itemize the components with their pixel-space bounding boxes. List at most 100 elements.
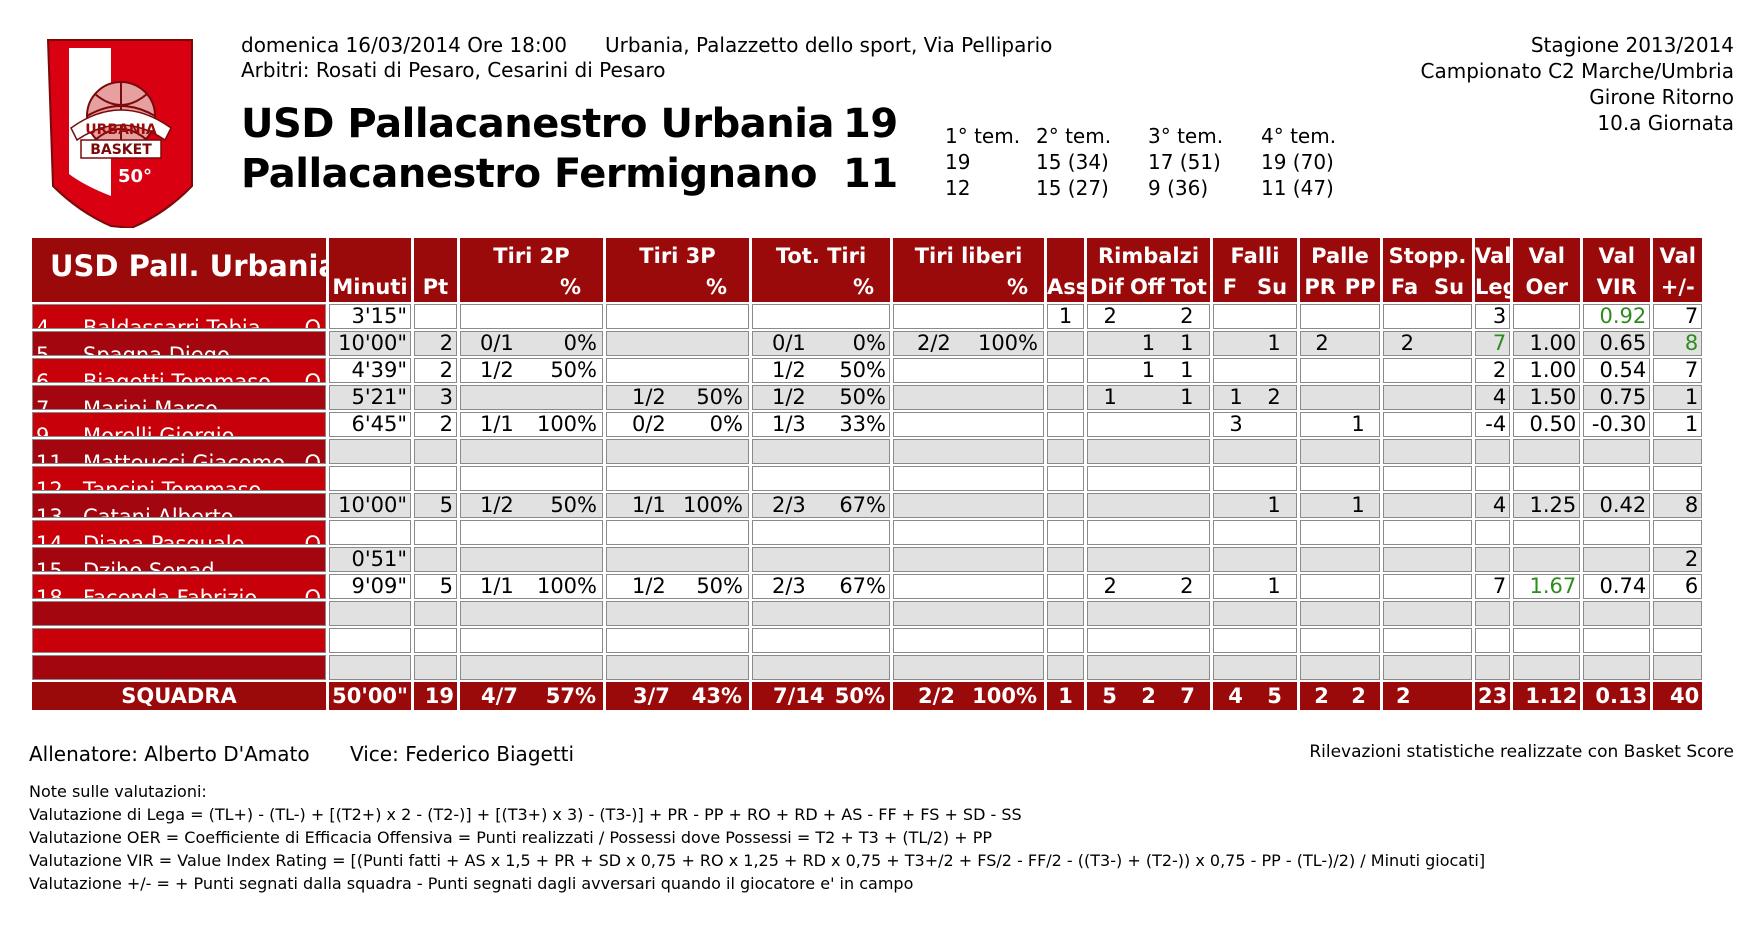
player-row: 18 Facenda Fabrizio Q 9'09" 5 1/1 100% 1/2 50% 2/…	[32, 574, 1703, 599]
player-cell: 7 Marini Marco	[32, 385, 326, 410]
player-q-flag: Q	[304, 315, 321, 329]
logo-text-top: URBANIA	[85, 122, 157, 138]
player-pm	[1653, 466, 1703, 491]
totals-oer: 1.12	[1513, 682, 1581, 710]
player-stopp	[1383, 520, 1472, 545]
player-name: Spagna Diego	[83, 342, 230, 356]
player-tt	[752, 439, 890, 464]
player-ass	[1047, 358, 1084, 383]
player-pt: 5	[414, 574, 457, 599]
player-t2: 1/1 100%	[460, 574, 603, 599]
player-vir: 0.65	[1583, 331, 1651, 356]
player-tl	[893, 520, 1044, 545]
player-leg: 4	[1475, 493, 1511, 518]
box-score-table: USD Pall. Urbania Minuti Pt Tiri 2P% Tir…	[29, 236, 1705, 712]
player-ass	[1047, 466, 1084, 491]
player-vir	[1583, 628, 1651, 653]
header-val-leg: Val Leg	[1475, 238, 1511, 302]
player-min	[329, 520, 411, 545]
player-number: 11	[36, 450, 63, 464]
totals-t2: 4/7 57%	[460, 682, 603, 710]
player-leg	[1475, 466, 1511, 491]
player-tl	[893, 547, 1044, 572]
player-row	[32, 628, 1703, 653]
player-tl	[893, 304, 1044, 329]
player-pm: 8	[1653, 493, 1703, 518]
player-t3	[606, 601, 749, 626]
quarter-home-4: 19 (70)	[1261, 150, 1334, 174]
away-team-score: 11	[843, 151, 898, 197]
player-q-flag: Q	[304, 531, 321, 545]
player-oer	[1513, 547, 1581, 572]
player-name: Biagetti Tommaso	[83, 369, 272, 383]
player-name: Tancini Tommaso	[83, 477, 262, 491]
player-pm: 2	[1653, 547, 1703, 572]
player-pm: 8	[1653, 331, 1703, 356]
player-vir	[1583, 547, 1651, 572]
quarter-label-1: 1° tem.	[945, 124, 1021, 148]
player-name: Diana Pasquale	[83, 531, 245, 545]
player-pt: 5	[414, 493, 457, 518]
player-stopp	[1383, 412, 1472, 437]
player-vir: 0.74	[1583, 574, 1651, 599]
player-leg	[1475, 439, 1511, 464]
player-cell: 9 Morelli Giorgio	[32, 412, 326, 437]
player-min	[329, 655, 411, 680]
player-row: 15 Dziho Senad 0'51" 2	[32, 547, 1703, 572]
player-t2	[460, 304, 603, 329]
player-falli	[1213, 304, 1297, 329]
player-leg	[1475, 628, 1511, 653]
player-tt: 0/1 0%	[752, 331, 890, 356]
player-number: 13	[36, 504, 63, 518]
header-rimbalzi: Rimbalzi Dif Off Tot	[1087, 238, 1210, 302]
player-cell	[32, 655, 326, 680]
player-falli: 1	[1213, 331, 1297, 356]
quarter-label-4: 4° tem.	[1261, 124, 1337, 148]
player-tt	[752, 520, 890, 545]
player-tl	[893, 358, 1044, 383]
totals-vir: 0.13	[1583, 682, 1651, 710]
player-stopp	[1383, 601, 1472, 626]
player-min	[329, 628, 411, 653]
player-cell	[32, 628, 326, 653]
player-pm: 7	[1653, 358, 1703, 383]
player-leg	[1475, 520, 1511, 545]
player-oer	[1513, 439, 1581, 464]
player-ass	[1047, 655, 1084, 680]
player-pm	[1653, 601, 1703, 626]
player-oer	[1513, 601, 1581, 626]
player-t3	[606, 466, 749, 491]
player-stopp: 2	[1383, 331, 1472, 356]
player-tl	[893, 601, 1044, 626]
player-vir: 0.54	[1583, 358, 1651, 383]
player-number: 9	[36, 423, 50, 437]
player-name: Marini Marco	[83, 396, 218, 410]
player-tl	[893, 466, 1044, 491]
header-pt: Pt	[414, 238, 457, 302]
player-oer	[1513, 628, 1581, 653]
player-tt: 2/3 67%	[752, 493, 890, 518]
totals-pt: 19	[414, 682, 457, 710]
totals-tt: 7/14 50%	[752, 682, 890, 710]
player-min	[329, 439, 411, 464]
player-name: Facenda Fabrizio	[83, 585, 258, 599]
logo-text-band: BASKET	[90, 142, 152, 158]
player-t2: 0/1 0%	[460, 331, 603, 356]
player-tl	[893, 628, 1044, 653]
player-tt	[752, 466, 890, 491]
header-val-oer: Val Oer	[1513, 238, 1581, 302]
player-pt	[414, 601, 457, 626]
player-rimbalzi	[1087, 601, 1210, 626]
player-t3: 1/2 50%	[606, 385, 749, 410]
player-tt	[752, 547, 890, 572]
header-ass: Ass	[1047, 238, 1084, 302]
player-min	[329, 601, 411, 626]
player-row: 11 Matteucci Giacomo Q	[32, 439, 1703, 464]
player-ass	[1047, 547, 1084, 572]
player-palle	[1300, 520, 1380, 545]
player-oer: 0.50	[1513, 412, 1581, 437]
